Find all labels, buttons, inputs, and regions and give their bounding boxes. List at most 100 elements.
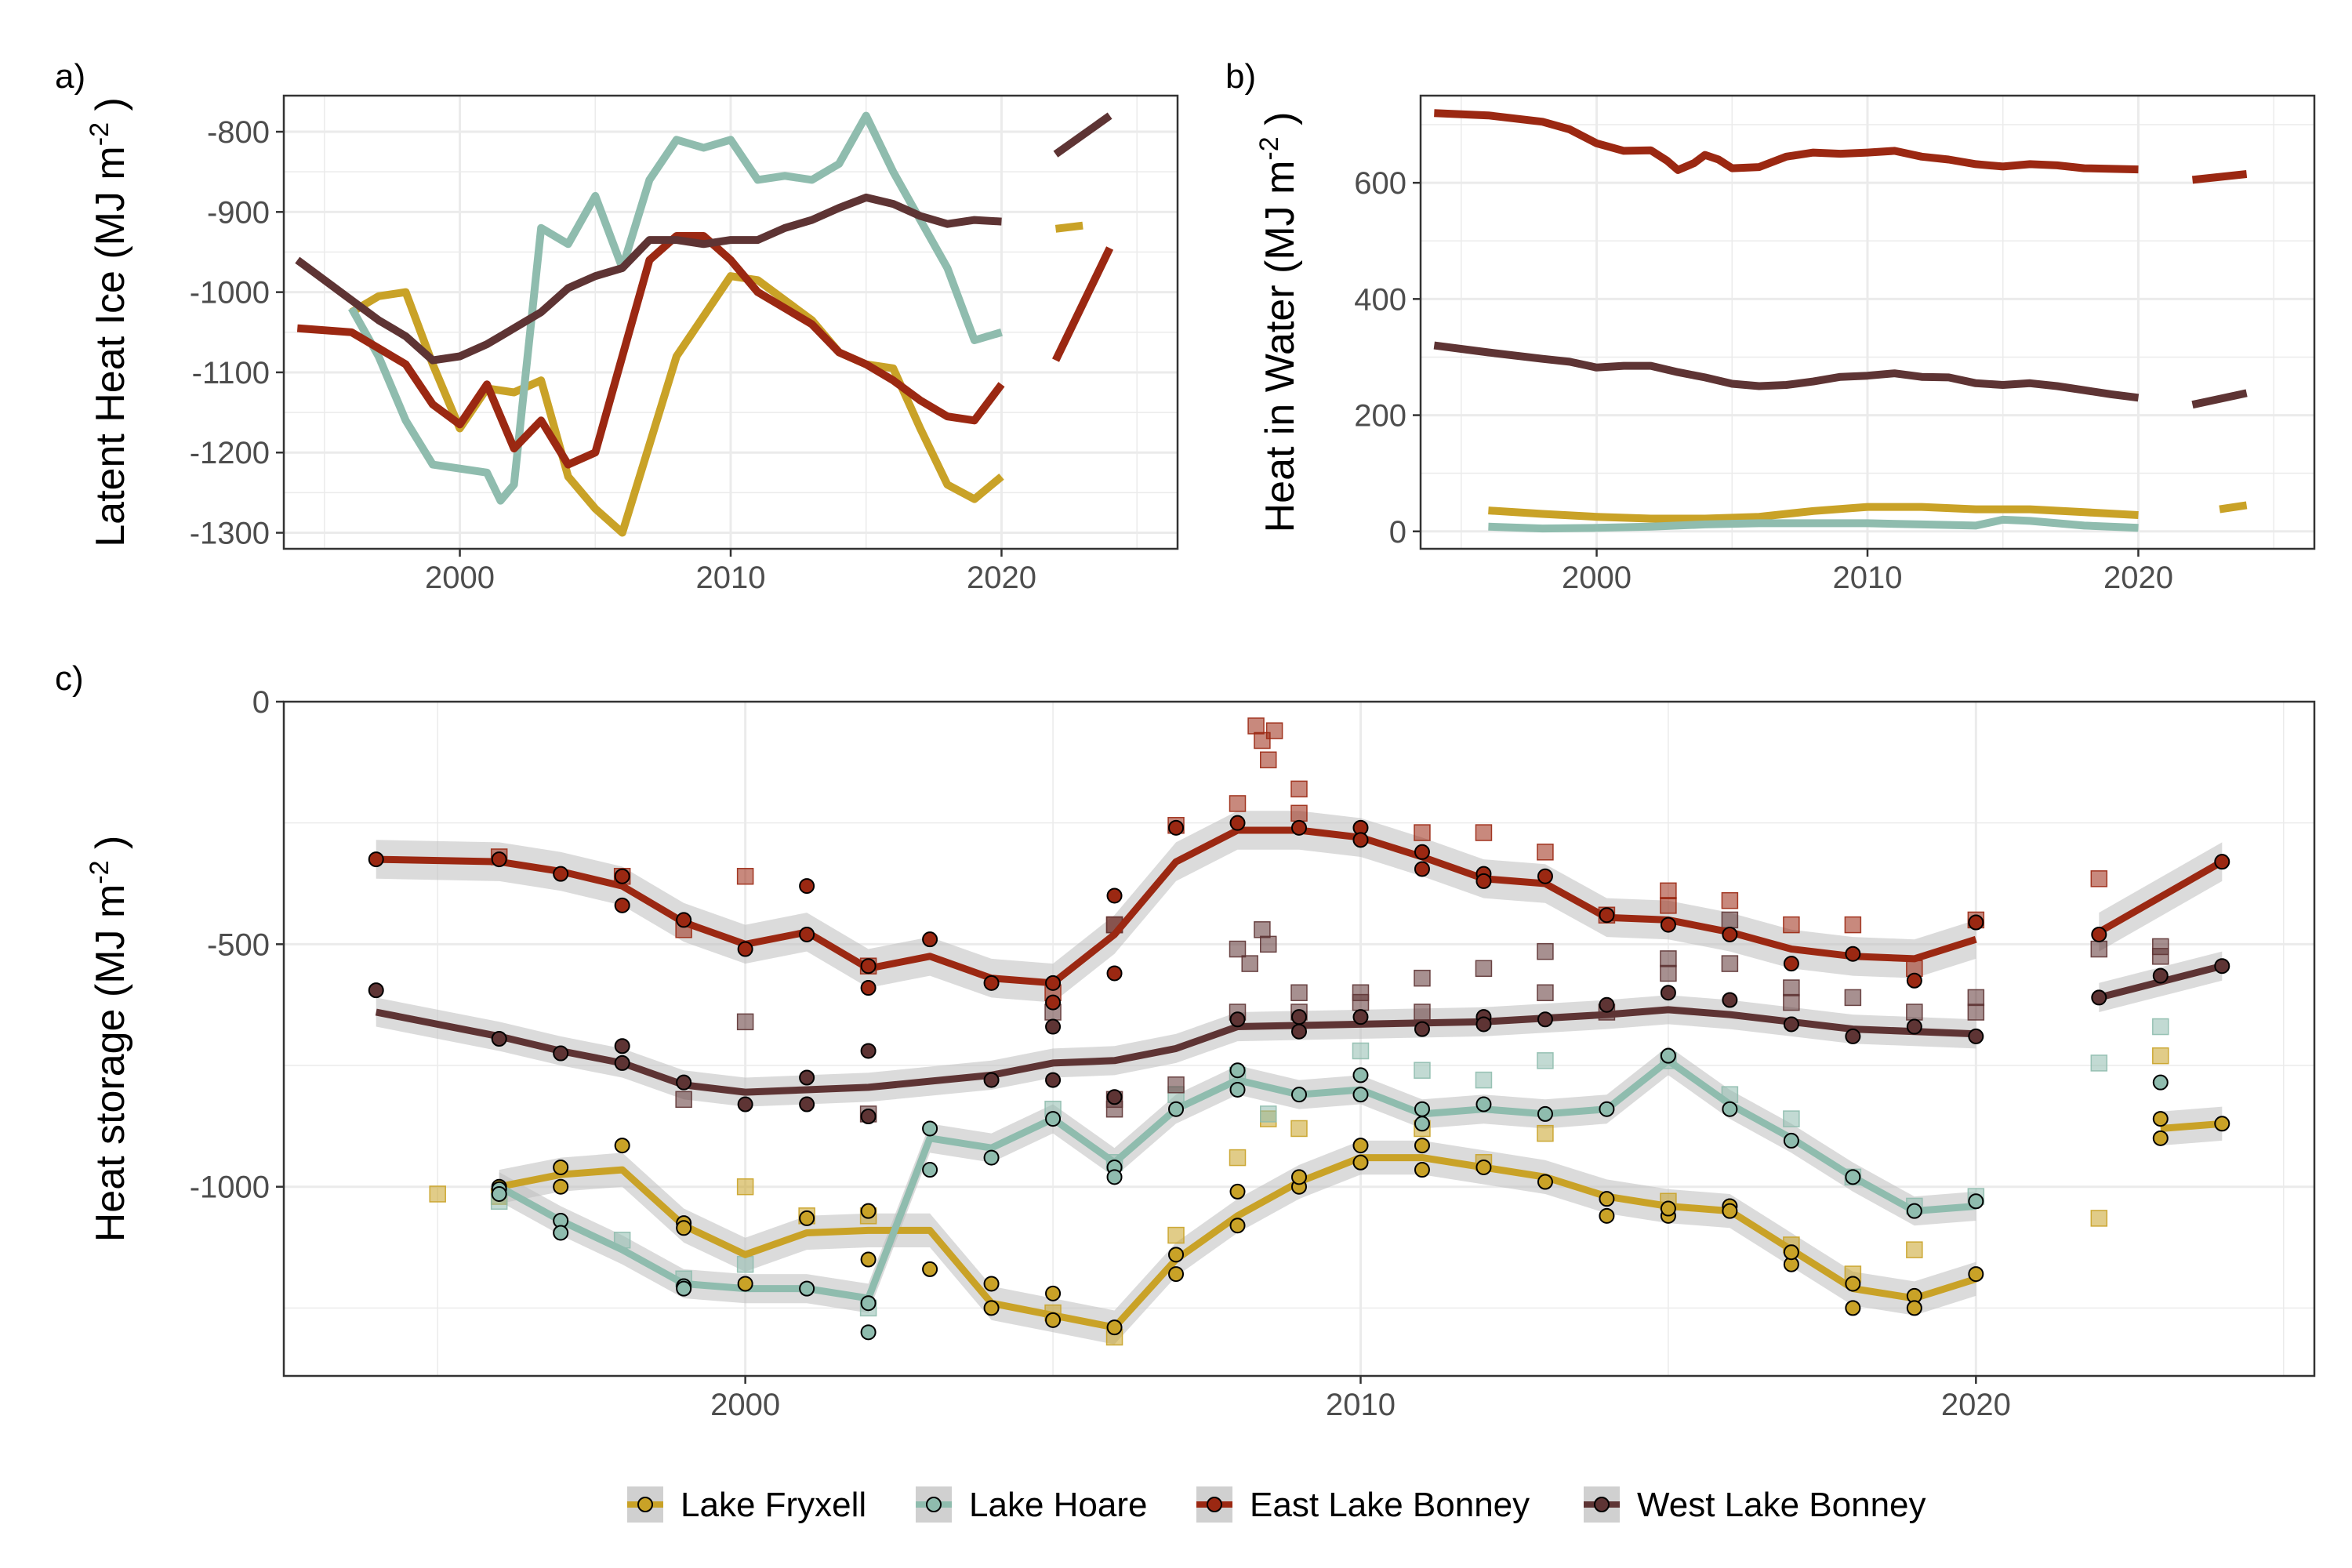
point-lake-hoare (1906, 1203, 1922, 1219)
y-axis-title-superscript: -2 (85, 122, 114, 146)
point-lake-fryxell (1168, 1266, 1185, 1283)
legend-label-west-lake-bonney: West Lake Bonney (1637, 1486, 1926, 1524)
point-lake-fryxell (614, 1138, 630, 1154)
axes: 2000 2010 2020 0 200 400 600 (1354, 166, 2173, 595)
series-line-lake-fryxell (1054, 221, 1083, 233)
point-lake-hoare (2152, 1074, 2169, 1091)
point-west-lake-bonney (860, 1043, 877, 1059)
point-lake-hoare (1352, 1087, 1369, 1103)
series-line-lake-hoare (1488, 515, 2139, 533)
point-east-lake-bonney (737, 941, 753, 957)
square-point-east-lake-bonney (1414, 824, 1431, 841)
series-line-east-lake-bonney (296, 232, 1005, 469)
point-west-lake-bonney (1352, 1009, 1369, 1025)
point-lake-fryxell (2214, 1116, 2230, 1132)
point-west-lake-bonney (1291, 1023, 1307, 1040)
legend-point-lake-fryxell (637, 1497, 653, 1512)
point-west-lake-bonney (799, 1096, 815, 1112)
point-west-lake-bonney (1106, 1089, 1123, 1105)
point-lake-fryxell (1537, 1174, 1553, 1190)
square-point-west-lake-bonney (2090, 940, 2108, 958)
point-east-lake-bonney (983, 975, 1000, 991)
series-line-west-lake-bonney (1433, 341, 2140, 402)
y-axis-title: Heat storage (MJ m-2 ) (85, 836, 133, 1243)
point-lake-hoare (1414, 1116, 1430, 1132)
square-point-lake-hoare (1414, 1062, 1431, 1079)
point-west-lake-bonney (860, 1108, 877, 1124)
legend-point-east-lake-bonney (1207, 1497, 1222, 1512)
series-line-east-lake-bonney (1051, 246, 1114, 362)
legend-point-west-lake-bonney (1594, 1497, 1610, 1512)
point-lake-hoare (1722, 1101, 1738, 1117)
y-tick-label: -1000 (190, 276, 270, 310)
square-point-lake-hoare (2152, 1018, 2169, 1036)
point-lake-hoare (1229, 1062, 1246, 1079)
series-line-east-lake-bonney (2097, 858, 2224, 935)
point-west-lake-bonney (614, 1054, 630, 1071)
point-lake-fryxell (1660, 1200, 1676, 1217)
point-east-lake-bonney (2091, 926, 2107, 942)
point-west-lake-bonney (1906, 1018, 1922, 1035)
legend-label-lake-fryxell: Lake Fryxell (681, 1486, 866, 1524)
point-lake-fryxell (1229, 1183, 1246, 1200)
point-east-lake-bonney (1475, 873, 1492, 889)
square-point-lake-fryxell (2152, 1047, 2169, 1065)
y-tick-label: -900 (207, 195, 270, 230)
point-lake-fryxell (1414, 1162, 1430, 1178)
series-line-east-lake-bonney (376, 826, 1977, 987)
square-point-lake-hoare (1260, 1105, 1277, 1123)
point-lake-fryxell (799, 1210, 815, 1226)
point-east-lake-bonney (553, 866, 569, 882)
point-west-lake-bonney (1537, 1011, 1553, 1028)
panel-label: c) (55, 659, 84, 698)
y-tick-label: -1000 (190, 1171, 270, 1205)
legend-point-lake-hoare (926, 1497, 942, 1512)
point-lake-fryxell (1968, 1266, 1984, 1283)
point-lake-fryxell (1229, 1218, 1246, 1234)
point-west-lake-bonney (1475, 1016, 1492, 1033)
y-axis-title-end: ) (88, 836, 133, 861)
point-lake-hoare (1414, 1101, 1430, 1117)
panel-b: 2000 2010 2020 0 200 400 600 Heat in Water (MJ … (1225, 57, 2316, 595)
point-lake-fryxell (2152, 1130, 2169, 1146)
point-lake-fryxell (737, 1276, 753, 1292)
point-lake-fryxell (1906, 1300, 1922, 1316)
point-west-lake-bonney (1291, 1009, 1307, 1025)
square-point-west-lake-bonney (1475, 960, 1493, 978)
point-lake-fryxell (553, 1159, 569, 1175)
square-point-west-lake-bonney (1537, 984, 1554, 1001)
point-lake-fryxell (1845, 1300, 1861, 1316)
panel-c: 2000 2010 2020 0 -500 -1000 Heat storage (MJ m… (55, 659, 2316, 1422)
point-east-lake-bonney (1168, 819, 1185, 836)
point-east-lake-bonney (676, 912, 692, 928)
point-lake-fryxell (2152, 1111, 2169, 1127)
square-point-west-lake-bonney (675, 1091, 692, 1109)
series-line-east-lake-bonney (1434, 109, 2139, 174)
point-east-lake-bonney (491, 851, 507, 868)
point-lake-fryxell (1599, 1207, 1615, 1224)
series-line-lake-fryxell (2160, 1120, 2223, 1132)
point-lake-hoare (860, 1295, 877, 1312)
y-tick-label: 0 (252, 685, 270, 720)
point-west-lake-bonney (1045, 1018, 1062, 1035)
point-east-lake-bonney (1968, 914, 1984, 931)
legend: Lake Fryxell Lake Hoare East Lake Bonney We… (627, 1486, 1926, 1524)
point-west-lake-bonney (491, 1031, 507, 1047)
square-point-lake-fryxell (736, 1178, 754, 1196)
point-east-lake-bonney (1722, 926, 1738, 942)
panel-label: b) (1225, 57, 1256, 96)
point-lake-fryxell (1845, 1276, 1861, 1292)
point-west-lake-bonney (368, 982, 384, 999)
point-lake-fryxell (983, 1300, 1000, 1316)
square-point-lake-hoare (736, 1255, 754, 1273)
point-west-lake-bonney (1229, 1011, 1246, 1028)
point-lake-fryxell (860, 1203, 877, 1219)
confidence-ribbon-east-lake-bonney (376, 811, 1976, 1003)
square-point-west-lake-bonney (1721, 911, 1739, 929)
point-west-lake-bonney (676, 1074, 692, 1091)
point-lake-fryxell (1783, 1244, 1799, 1261)
point-lake-hoare (491, 1185, 507, 1202)
point-east-lake-bonney (1352, 832, 1369, 848)
point-lake-fryxell (860, 1251, 877, 1268)
